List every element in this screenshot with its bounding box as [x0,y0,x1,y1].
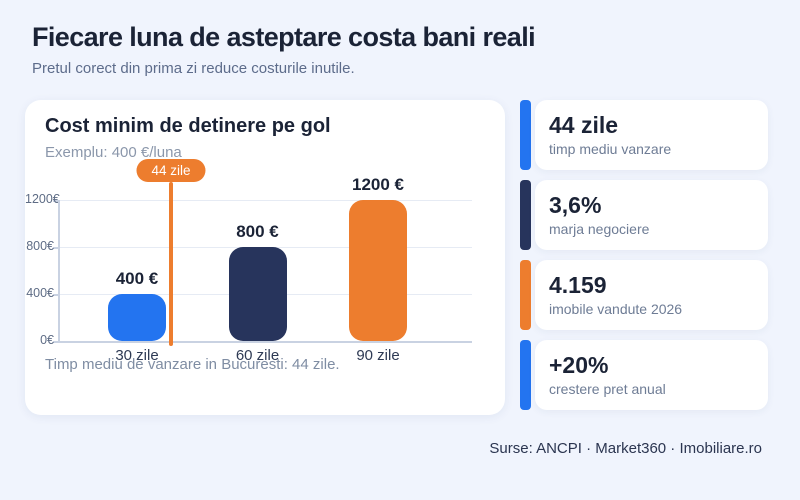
page-subtitle: Pretul corect din prima zi reduce costur… [32,60,355,77]
x-tick-label: 30 zile [115,347,159,364]
stats-column: 44 zile timp mediu vanzare 3,6% marja ne… [520,100,768,410]
page-title: Fiecare luna de asteptare costa bani rea… [32,22,536,52]
y-tick-label: 800€ [26,239,54,253]
page-header: Fiecare luna de asteptare costa bani rea… [32,22,536,77]
stat-value: 4.159 [549,271,607,298]
y-tick-label: 0€ [40,333,54,347]
stat-accent-bar [520,260,531,330]
stat-label: crestere pret anual [549,381,666,398]
stat-value: 3,6% [549,191,602,218]
y-axis-line [58,200,60,341]
y-tick-label: 1200€ [25,192,60,206]
chart-card: Cost minim de detinere pe gol Exemplu: 4… [25,100,505,415]
stat-accent-bar [520,180,531,250]
y-tick-mark [53,341,58,343]
x-tick-label: 60 zile [235,347,280,364]
stat-card-marja-negociere: 3,6% marja negociere [520,180,768,250]
bar-60-zile [228,247,287,341]
y-tick-mark [53,247,58,249]
bar-chart: 1200€ 800€ 400€ 0€ 400 € 30 zile 800 € 60 zile 1… [25,100,505,415]
y-tick-mark [53,294,58,296]
stat-label: imobile vandute 2026 [549,301,683,318]
stat-card-imobile-vandute: 4.159 imobile vandute 2026 [520,260,768,330]
bar-90-zile [349,200,407,341]
gridline [58,200,472,201]
stat-card-crestere-pret: +20% crestere pret anual [520,340,768,410]
bar-value-label: 800 € [236,222,279,241]
sources-line: Surse: ANCPI · Market360 · Imobiliare.ro [489,440,762,457]
bar-value-label: 1200 € [352,175,404,194]
chart-title: Cost minim de detinere pe gol [45,115,331,137]
stat-accent-bar [520,340,531,410]
average-days-marker-line [169,182,173,346]
y-tick-label: 400€ [26,286,54,300]
y-tick-mark [53,200,58,202]
bar-value-label: 400 € [115,269,159,288]
stat-label: timp mediu vanzare [549,141,672,158]
chart-subtitle: Exemplu: 400 €/luna [45,144,182,161]
stat-card-timp-mediu: 44 zile timp mediu vanzare [520,100,768,170]
stat-value: 44 zile [549,111,619,138]
chart-footnote: Timp mediu de vanzare in Bucuresti: 44 z… [45,356,340,373]
stat-label: marja negociere [549,221,650,238]
average-days-badge: 44 zile [136,159,206,182]
stat-accent-bar [520,100,531,170]
stat-value: +20% [549,351,609,378]
x-tick-label: 90 zile [356,347,400,364]
bar-30-zile [108,294,166,341]
x-axis-line [58,341,472,343]
